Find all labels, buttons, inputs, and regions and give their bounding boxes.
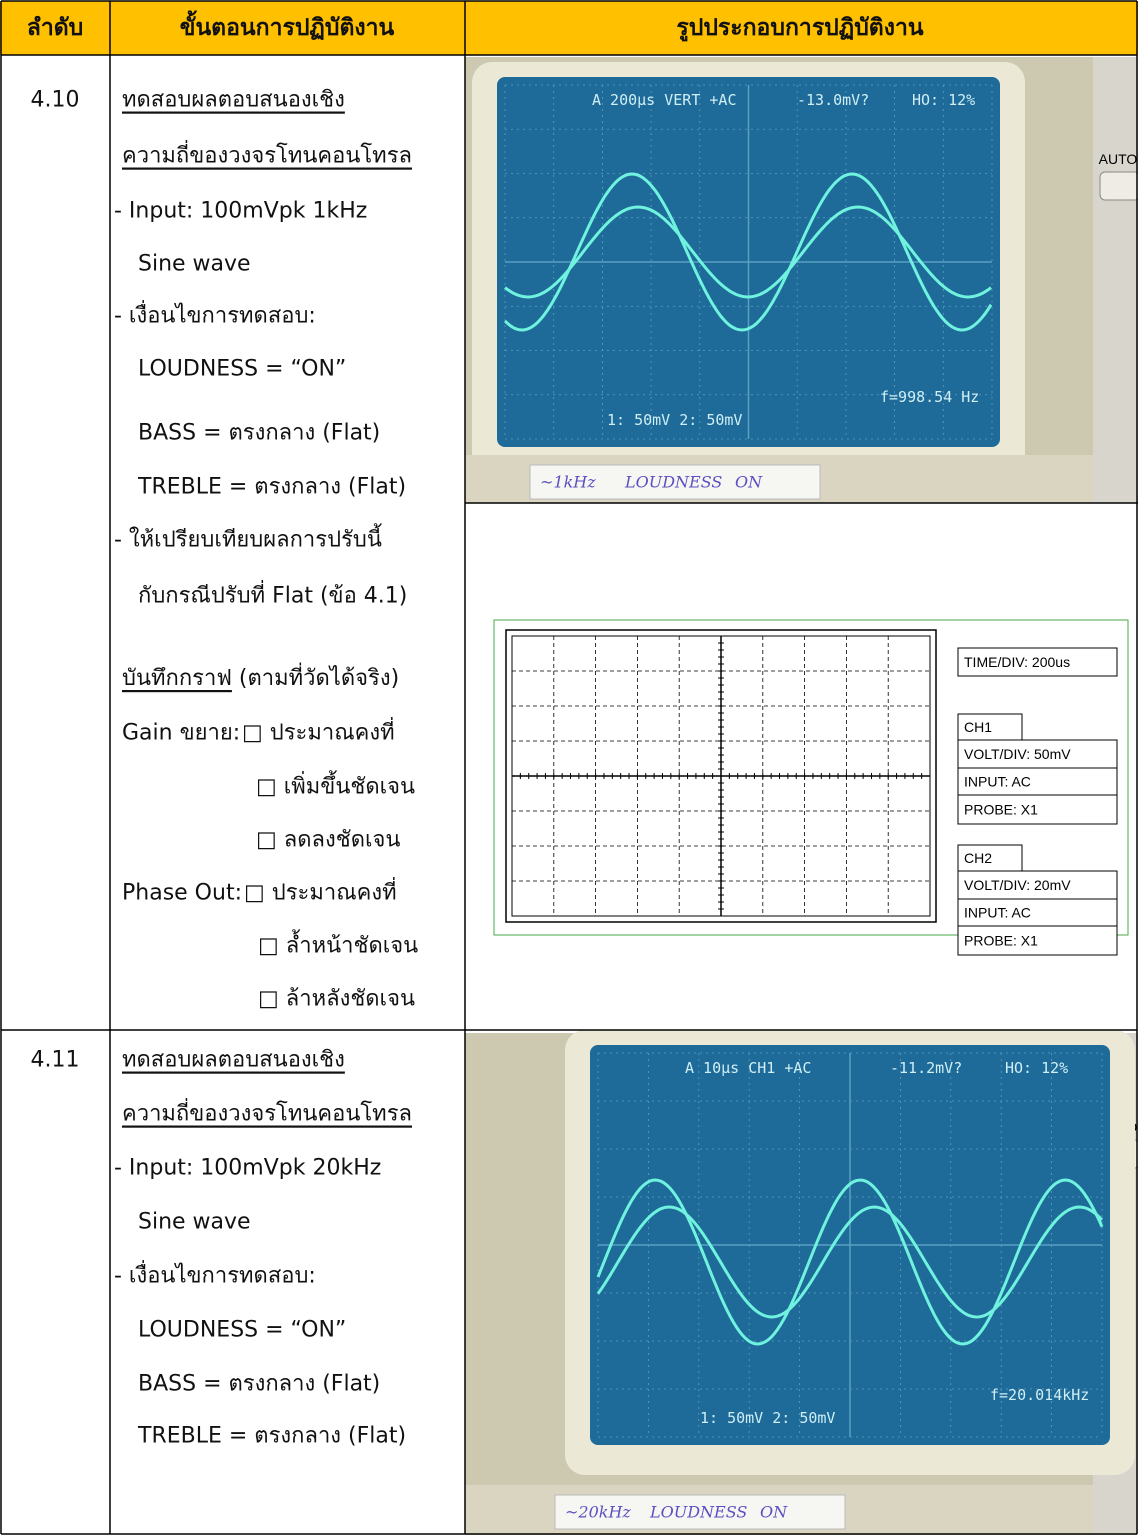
step-text: TREBLE = ตรงกลาง (Flat) (137, 475, 406, 500)
channel-label: CH2 (964, 850, 992, 866)
step-text: กับกรณีปรับที่ Flat (ข้อ 4.1) (138, 580, 407, 609)
step-text: BASS = ตรงกลาง (Flat) (138, 421, 380, 446)
step-text: Sine wave (138, 252, 251, 277)
header-bg (0, 1, 1138, 55)
input-mode: INPUT: AC (964, 905, 1031, 921)
auto-button (1100, 172, 1138, 200)
volt-div: VOLT/DIV: 20mV (964, 877, 1071, 893)
step-text: LOUDNESS = “ON” (138, 1318, 346, 1343)
readout: HO: 12% (912, 91, 975, 109)
readout: f=20.014kHz (990, 1386, 1089, 1404)
step-text: BASS = ตรงกลาง (Flat) (138, 1372, 380, 1397)
checkbox-option: □ ประมาณคงที่ (242, 717, 395, 746)
handwritten-label: ~20kHz (565, 1503, 631, 1522)
checkbox-option: □ ลดลงชัดเจน (256, 828, 400, 853)
side-panel (1093, 57, 1138, 503)
step-number: 4.11 (31, 1048, 80, 1073)
input-mode: INPUT: AC (964, 774, 1031, 790)
handwritten-label: ~1kHz (540, 473, 596, 492)
column-header: ขั้นตอนการปฏิบัติงาน (180, 10, 395, 41)
gain-label: Gain ขยาย: (122, 721, 240, 746)
readout: 1: 50mV 2: 50mV (607, 411, 742, 429)
handwritten-label: ON (735, 473, 763, 492)
phase-label: Phase Out: (122, 881, 242, 906)
button-label: AUTO (1099, 151, 1138, 167)
step-text: - Input: 100mVpk 1kHz (114, 199, 367, 224)
step-title: ทดสอบผลตอบสนองเชิง (122, 1048, 345, 1073)
handwritten-label: ON (760, 1503, 788, 1522)
checkbox-option: □ ล้าหลังชัดเจน (258, 987, 415, 1012)
probe: PROBE: X1 (964, 802, 1038, 818)
readout: -11.2mV? (890, 1059, 962, 1077)
step-title: ความถี่ของวงจรโทนคอนโทรล (122, 140, 412, 169)
probe: PROBE: X1 (964, 933, 1038, 949)
record-label: บันทึกกราฟ (122, 666, 232, 691)
channel-label: CH1 (964, 719, 992, 735)
document: AUTO A 200µs VERT +AC -13.0mV? HO: 12% f=998… (0, 0, 1138, 1535)
readout: -13.0mV? (797, 91, 869, 109)
column-header: รูปประกอบการปฏิบัติงาน (676, 15, 924, 42)
column-header: ลำดับ (27, 15, 84, 41)
checkbox-option: □ เพิ่มขึ้นชัดเจน (256, 771, 415, 800)
step-text: LOUDNESS = “ON” (138, 357, 346, 382)
checkbox-option: □ ล้ำหน้าชัดเจน (258, 930, 418, 959)
readout: A 10µs CH1 +AC (685, 1059, 811, 1077)
readout: A 200µs VERT +AC (592, 91, 737, 109)
step-text: - เงื่อนไขการทดสอบ: (114, 300, 316, 329)
readout: HO: 12% (1005, 1059, 1068, 1077)
handwritten-label: LOUDNESS (649, 1503, 747, 1522)
readout: f=998.54 Hz (880, 388, 979, 406)
page: Tone control test html,body{margin:0;pad… (0, 0, 1138, 1535)
step-title: ความถี่ของวงจรโทนคอนโทรล (122, 1098, 412, 1127)
volt-div: VOLT/DIV: 50mV (964, 746, 1071, 762)
checkbox-option: □ ประมาณคงที่ (244, 877, 397, 906)
time-div: TIME/DIV: 200us (964, 654, 1070, 670)
step-text: Sine wave (138, 1210, 251, 1235)
step-text: TREBLE = ตรงกลาง (Flat) (137, 1424, 406, 1449)
step-title: ทดสอบผลตอบสนองเชิง (122, 88, 345, 113)
step-text: - ให้เปรียบเทียบผลการปรับนี้ (114, 524, 382, 553)
record-line: บันทึกกราฟ (ตามที่วัดได้จริง) (122, 662, 399, 691)
readout: 1: 50mV 2: 50mV (700, 1409, 835, 1427)
page-body: {"table":{ "headers":["ลำดับ","ขั้นตอนกา… (0, 0, 1138, 1535)
step-number: 4.10 (31, 88, 80, 113)
handwritten-label: LOUDNESS (624, 473, 722, 492)
step-text: - เงื่อนไขการทดสอบ: (114, 1260, 316, 1289)
record-note: (ตามที่วัดได้จริง) (232, 662, 399, 691)
step-text: - Input: 100mVpk 20kHz (114, 1156, 381, 1181)
